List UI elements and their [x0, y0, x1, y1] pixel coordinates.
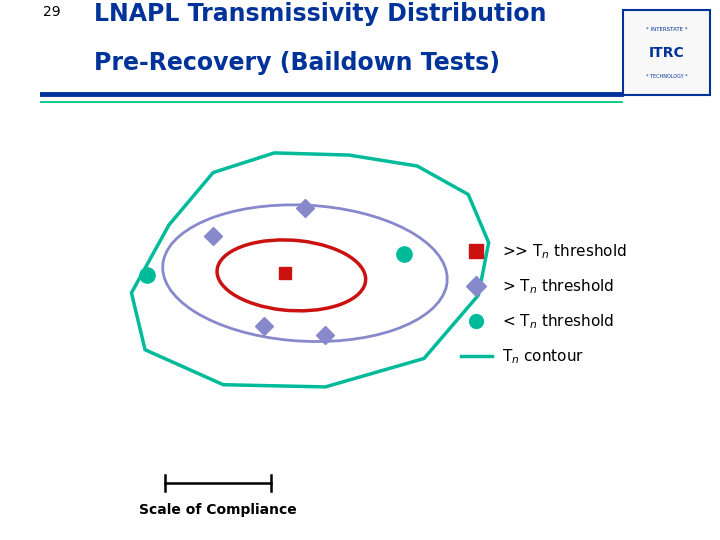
- Text: LNAPL Transmissivity Distribution: LNAPL Transmissivity Distribution: [94, 2, 546, 26]
- Text: * TECHNOLOGY *: * TECHNOLOGY *: [646, 74, 687, 79]
- Text: Pre-Recovery (Baildown Tests): Pre-Recovery (Baildown Tests): [94, 51, 500, 75]
- Text: T$_n$ contour: T$_n$ contour: [503, 347, 585, 366]
- Text: >> T$_n$ threshold: >> T$_n$ threshold: [503, 242, 627, 261]
- Text: * INTERSTATE *: * INTERSTATE *: [646, 26, 687, 31]
- Text: 29: 29: [43, 5, 60, 19]
- Text: > T$_n$ threshold: > T$_n$ threshold: [503, 277, 614, 296]
- Text: Example Leading Metric Application: Example Leading Metric Application: [13, 194, 27, 433]
- FancyBboxPatch shape: [623, 10, 710, 95]
- Text: Scale of Compliance: Scale of Compliance: [140, 503, 297, 517]
- Text: < T$_n$ threshold: < T$_n$ threshold: [503, 312, 614, 330]
- Text: ITRC: ITRC: [649, 46, 684, 59]
